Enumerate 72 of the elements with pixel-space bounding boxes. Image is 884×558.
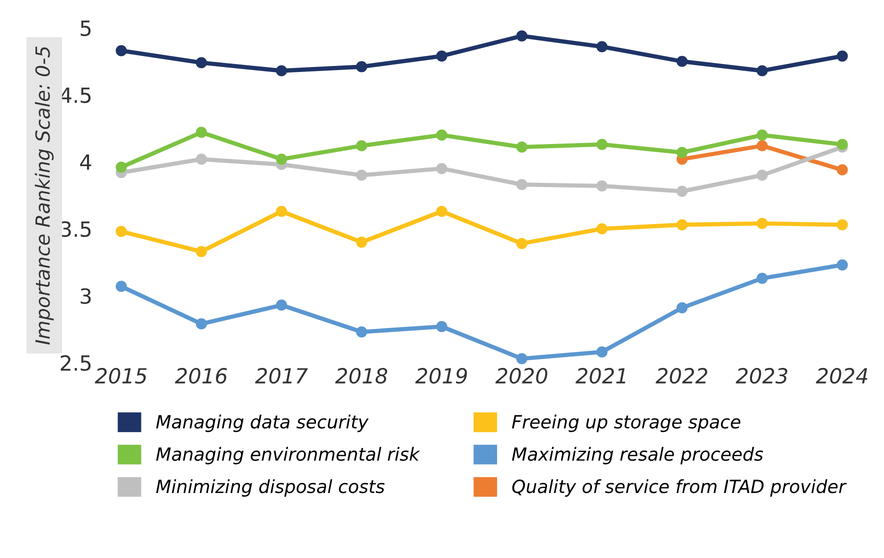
point xyxy=(356,236,368,248)
point xyxy=(196,318,207,330)
legend-label: Minimizing disposal costs xyxy=(156,479,385,497)
point xyxy=(436,206,448,217)
x-tick-label: 2017 xyxy=(255,368,308,384)
legend-label: Freeing up storage space xyxy=(512,414,740,432)
point xyxy=(756,272,768,284)
point xyxy=(596,41,608,52)
point xyxy=(516,238,528,250)
point xyxy=(756,170,768,181)
x-tick-label: 2018 xyxy=(335,368,388,384)
point xyxy=(436,129,448,141)
point xyxy=(756,140,768,152)
x-tick-label: 2016 xyxy=(174,368,227,384)
point xyxy=(836,259,848,270)
point xyxy=(436,320,448,332)
point xyxy=(276,154,288,165)
legend-label: Quality of service from ITAD provider xyxy=(512,479,847,497)
point xyxy=(676,56,688,67)
point xyxy=(356,326,368,338)
point xyxy=(756,129,768,141)
x-tick-label: 2015 xyxy=(94,368,147,384)
legend-label: Maximizing resale proceeds xyxy=(512,446,764,464)
point xyxy=(356,61,368,72)
point xyxy=(196,126,207,138)
x-tick-label: 2020 xyxy=(495,368,548,384)
point xyxy=(756,218,768,229)
x-tick-label: 2023 xyxy=(736,368,788,384)
point xyxy=(116,280,127,292)
point xyxy=(676,302,688,314)
point xyxy=(596,223,608,234)
point xyxy=(836,50,848,62)
point xyxy=(276,300,288,311)
point xyxy=(676,186,688,197)
point xyxy=(276,206,288,217)
point xyxy=(676,219,688,230)
point xyxy=(436,162,448,174)
y-tick-label: 3.5 xyxy=(60,221,91,237)
point xyxy=(196,57,207,68)
legend-label: Managing environmental risk xyxy=(156,446,420,464)
y-tick-label: 4.5 xyxy=(60,88,91,104)
point xyxy=(196,246,207,258)
point xyxy=(596,138,608,150)
y-tick-label: 2.5 xyxy=(60,355,91,371)
x-tick-label: 2024 xyxy=(816,368,868,384)
x-tick-label: 2022 xyxy=(656,368,708,384)
legend-label: Managing data security xyxy=(156,414,369,432)
point xyxy=(516,353,528,364)
point xyxy=(196,154,207,165)
point xyxy=(436,50,448,62)
point xyxy=(276,65,288,76)
point xyxy=(596,180,608,192)
point xyxy=(836,219,848,230)
point xyxy=(676,146,688,158)
point xyxy=(356,140,368,152)
y-tick-label: 4 xyxy=(80,154,92,170)
y-tick-label: 3 xyxy=(80,288,91,304)
point xyxy=(836,164,848,176)
point xyxy=(596,346,608,358)
point xyxy=(356,170,368,181)
y-axis-title: Importance Ranking Scale: 0-5 xyxy=(34,46,54,345)
point xyxy=(516,179,528,190)
point xyxy=(116,226,127,238)
y-tick-label: 5 xyxy=(80,20,91,36)
point xyxy=(116,162,127,173)
point xyxy=(756,65,768,76)
point xyxy=(516,30,528,42)
point xyxy=(516,142,528,153)
point xyxy=(836,138,848,150)
x-tick-label: 2019 xyxy=(415,368,467,384)
x-tick-label: 2021 xyxy=(576,368,626,384)
point xyxy=(116,45,127,56)
